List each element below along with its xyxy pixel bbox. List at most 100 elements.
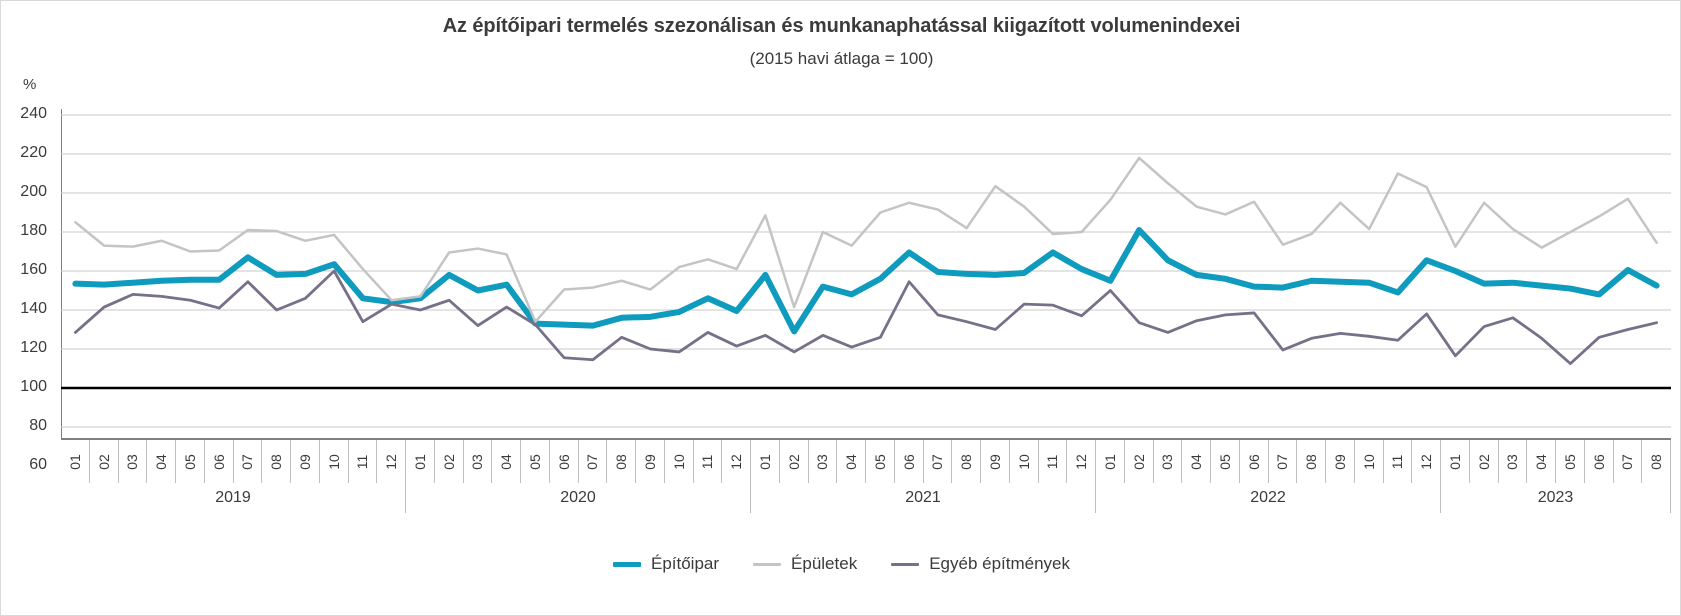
x-tick-month: 07 — [1614, 440, 1643, 483]
x-tick-month: 03 — [1499, 440, 1528, 483]
x-tick-month-label: 11 — [699, 454, 716, 469]
x-tick-month-label: 06 — [210, 453, 227, 470]
x-tick-month-label: 01 — [411, 453, 428, 470]
x-tick-month: 05 — [1211, 440, 1240, 483]
x-tick-month: 03 — [809, 440, 838, 483]
x-tick-month: 12 — [1067, 440, 1096, 483]
x-tick-month: 07 — [924, 440, 953, 483]
x-tick-month-label: 10 — [1015, 453, 1032, 470]
x-tick-month: 11 — [694, 440, 723, 483]
x-tick-month-label: 11 — [354, 454, 371, 469]
y-tick-label: 80 — [29, 417, 47, 434]
x-axis-year-labels: 2019 2020 2021 2022 2023 — [61, 483, 1671, 513]
x-tick-month: 01 — [61, 440, 90, 483]
x-tick-month: 05 — [176, 440, 205, 483]
x-tick-month-label: 09 — [296, 453, 313, 470]
x-tick-month-label: 03 — [124, 453, 141, 470]
x-tick-month: 11 — [1384, 440, 1413, 483]
x-tick-month: 03 — [119, 440, 148, 483]
y-tick-label: 160 — [20, 261, 47, 278]
series-line-0 — [72, 227, 1660, 335]
x-tick-month-label: 10 — [670, 453, 687, 470]
x-tick-month-label: 06 — [1590, 453, 1607, 470]
x-tick-month: 08 — [1297, 440, 1326, 483]
series-line-1 — [74, 156, 1658, 323]
x-tick-month: 04 — [1527, 440, 1556, 483]
legend-item-2[interactable]: Egyéb építmények — [891, 554, 1070, 574]
x-tick-month-label: 07 — [1274, 453, 1291, 470]
x-tick-month-label: 06 — [900, 453, 917, 470]
y-tick-label: 60 — [29, 456, 47, 473]
x-tick-month-label: 07 — [929, 453, 946, 470]
x-tick-month-label: 09 — [986, 453, 1003, 470]
x-tick-month: 11 — [349, 440, 378, 483]
x-tick-month: 10 — [1355, 440, 1384, 483]
x-tick-month: 08 — [262, 440, 291, 483]
x-tick-month: 09 — [1326, 440, 1355, 483]
x-tick-month-label: 05 — [1561, 453, 1578, 470]
x-tick-month-label: 03 — [1159, 453, 1176, 470]
x-tick-month-label: 07 — [1619, 453, 1636, 470]
x-tick-month-label: 03 — [814, 453, 831, 470]
x-tick-month: 10 — [665, 440, 694, 483]
x-tick-month-label: 03 — [1504, 453, 1521, 470]
x-tick-month-label: 07 — [584, 453, 601, 470]
x-tick-year-label: 2022 — [1096, 483, 1441, 513]
x-tick-month: 04 — [837, 440, 866, 483]
x-tick-month-label: 04 — [843, 453, 860, 470]
x-tick-month: 04 — [1182, 440, 1211, 483]
x-tick-month: 09 — [636, 440, 665, 483]
x-tick-month: 06 — [895, 440, 924, 483]
x-tick-month: 07 — [234, 440, 263, 483]
x-tick-month-label: 05 — [181, 453, 198, 470]
x-tick-month: 12 — [722, 440, 751, 483]
x-tick-month: 01 — [1441, 440, 1470, 483]
y-tick-label: 100 — [20, 378, 47, 395]
x-tick-month: 07 — [1269, 440, 1298, 483]
x-tick-month: 04 — [492, 440, 521, 483]
x-tick-month: 01 — [406, 440, 435, 483]
x-tick-month: 02 — [1470, 440, 1499, 483]
y-tick-label: 120 — [20, 339, 47, 356]
chart-title: Az építőipari termelés szezonálisan és m… — [442, 15, 1241, 37]
x-tick-month-label: 12 — [728, 453, 745, 470]
x-tick-month-label: 04 — [498, 453, 515, 470]
x-tick-year-label: 2021 — [751, 483, 1096, 513]
x-tick-year-label: 2023 — [1441, 483, 1671, 513]
x-tick-month: 09 — [291, 440, 320, 483]
x-tick-month-label: 08 — [613, 453, 630, 470]
x-tick-month: 06 — [1585, 440, 1614, 483]
x-tick-month-label: 02 — [440, 453, 457, 470]
x-tick-month: 03 — [464, 440, 493, 483]
x-tick-month-label: 08 — [1303, 453, 1320, 470]
x-tick-month: 02 — [780, 440, 809, 483]
x-tick-month-label: 11 — [1044, 454, 1061, 469]
legend-swatch-icon — [753, 562, 782, 566]
x-tick-month: 04 — [147, 440, 176, 483]
legend-item-0[interactable]: Építőipar — [612, 554, 719, 574]
x-tick-month: 10 — [1010, 440, 1039, 483]
gridlines — [61, 114, 1671, 428]
x-tick-month-label: 01 — [756, 453, 773, 470]
x-tick-month: 05 — [521, 440, 550, 483]
x-tick-month-label: 10 — [1360, 453, 1377, 470]
x-tick-month: 06 — [550, 440, 579, 483]
x-tick-month-label: 05 — [871, 453, 888, 470]
x-tick-month-label: 10 — [325, 453, 342, 470]
x-tick-month-label: 02 — [95, 453, 112, 470]
y-tick-label: 140 — [20, 300, 47, 317]
y-tick-label: 220 — [20, 144, 47, 161]
x-tick-month: 11 — [1039, 440, 1068, 483]
x-tick-month-label: 07 — [239, 453, 256, 470]
x-tick-month-label: 01 — [1446, 453, 1463, 470]
x-tick-month-label: 09 — [1331, 453, 1348, 470]
x-tick-month-label: 11 — [1389, 454, 1406, 469]
legend-item-1[interactable]: Épületek — [753, 554, 857, 574]
x-tick-month-label: 04 — [153, 453, 170, 470]
x-tick-month-label: 06 — [555, 453, 572, 470]
x-axis-month-labels: 01 02 03 04 05 06 07 08 09 10 11 12 01 02 03 04 05 06 07 08… — [61, 438, 1671, 483]
x-tick-month: 08 — [1642, 440, 1671, 483]
x-tick-month: 01 — [751, 440, 780, 483]
x-tick-month-label: 12 — [1073, 453, 1090, 470]
